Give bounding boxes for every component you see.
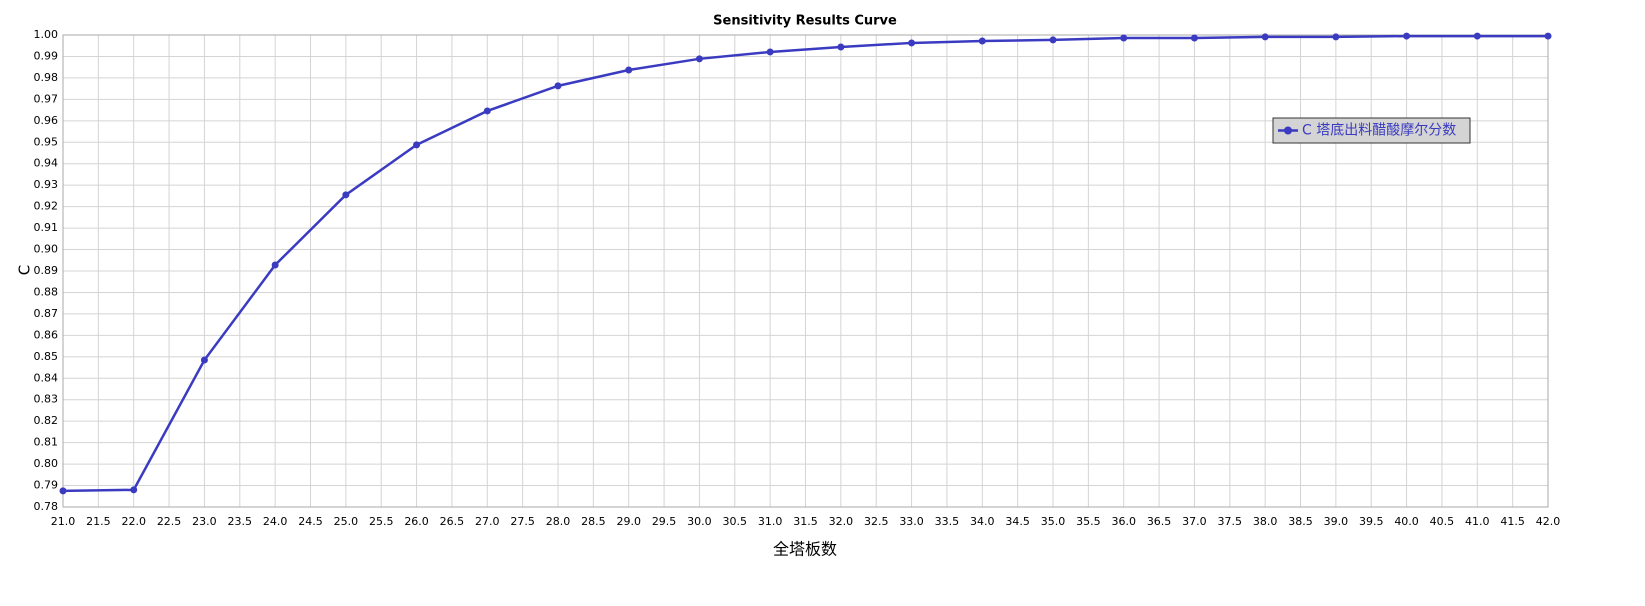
x-tick-label: 35.0 <box>1041 515 1066 528</box>
point <box>1403 32 1411 40</box>
y-tick-label: 0.89 <box>34 264 59 277</box>
x-tick-label: 29.5 <box>652 515 677 528</box>
x-tick-label: 33.0 <box>899 515 924 528</box>
x-tick-label: 38.5 <box>1288 515 1313 528</box>
x-tick-label: 24.5 <box>298 515 323 528</box>
y-tick-label: 0.85 <box>34 350 59 363</box>
y-tick-label: 0.88 <box>34 285 59 298</box>
x-tick-label: 27.0 <box>475 515 500 528</box>
x-tick-label: 27.5 <box>510 515 535 528</box>
legend: C 塔底出料醋酸摩尔分数 <box>1272 117 1471 144</box>
y-tick-label: 0.90 <box>34 243 59 256</box>
x-tick-label: 37.5 <box>1218 515 1243 528</box>
y-tick-label: 0.81 <box>34 436 59 449</box>
y-tick-label: 0.78 <box>34 500 59 513</box>
x-tick-label: 39.0 <box>1324 515 1349 528</box>
x-tick-label: 42.0 <box>1536 515 1561 528</box>
y-tick-label: 0.97 <box>34 92 59 105</box>
point <box>1473 32 1481 40</box>
x-axis-label: 全塔板数 <box>773 540 837 559</box>
y-tick-label: 0.93 <box>34 178 59 191</box>
point <box>837 43 845 51</box>
point <box>1190 34 1198 42</box>
x-tick-label: 21.0 <box>51 515 76 528</box>
point <box>978 37 986 45</box>
y-tick-label: 0.79 <box>34 479 59 492</box>
x-tick-label: 22.5 <box>157 515 182 528</box>
point <box>342 191 350 199</box>
y-tick-label: 0.96 <box>34 114 59 127</box>
point <box>200 356 208 364</box>
point <box>1261 33 1269 41</box>
x-tick-label: 25.5 <box>369 515 394 528</box>
x-tick-label: 36.0 <box>1111 515 1136 528</box>
x-tick-label: 25.0 <box>334 515 359 528</box>
point <box>483 107 491 115</box>
y-axis-label: C <box>16 265 34 275</box>
x-tick-label: 24.0 <box>263 515 288 528</box>
x-tick-label: 26.5 <box>440 515 465 528</box>
point <box>1332 33 1340 41</box>
x-tick-label: 31.0 <box>758 515 783 528</box>
chart-title: Sensitivity Results Curve <box>713 14 897 29</box>
y-tick-label: 0.82 <box>34 414 59 427</box>
y-tick-label: 0.86 <box>34 328 59 341</box>
x-tick-label: 32.5 <box>864 515 889 528</box>
x-tick-label: 39.5 <box>1359 515 1384 528</box>
y-tick-label: 0.99 <box>34 49 59 62</box>
point <box>271 261 279 269</box>
x-tick-label: 30.5 <box>723 515 748 528</box>
x-tick-label: 41.5 <box>1500 515 1525 528</box>
point <box>59 487 67 495</box>
x-tick-label: 30.0 <box>687 515 712 528</box>
y-tick-label: 0.83 <box>34 393 59 406</box>
x-tick-label: 31.5 <box>793 515 818 528</box>
y-tick-label: 1.00 <box>34 28 59 41</box>
x-tick-label: 21.5 <box>86 515 111 528</box>
x-tick-label: 23.5 <box>228 515 253 528</box>
y-tick-label: 0.80 <box>34 457 59 470</box>
x-tick-label: 23.0 <box>192 515 217 528</box>
x-tick-label: 28.0 <box>546 515 571 528</box>
x-tick-label: 22.0 <box>121 515 146 528</box>
x-tick-label: 26.0 <box>404 515 429 528</box>
point <box>413 141 421 149</box>
y-tick-label: 0.98 <box>34 71 59 84</box>
y-tick-label: 0.91 <box>34 221 59 234</box>
x-tick-label: 37.0 <box>1182 515 1207 528</box>
x-tick-label: 36.5 <box>1147 515 1172 528</box>
y-tick-label: 0.92 <box>34 200 59 213</box>
point <box>695 55 703 63</box>
series-line <box>62 34 1548 493</box>
y-tick-label: 0.94 <box>34 157 59 170</box>
x-tick-label: 35.5 <box>1076 515 1101 528</box>
x-tick-label: 33.5 <box>935 515 960 528</box>
point <box>766 48 774 56</box>
x-tick-label: 41.0 <box>1465 515 1490 528</box>
x-tick-label: 29.0 <box>616 515 641 528</box>
y-tick-label: 0.87 <box>34 307 59 320</box>
point <box>554 82 562 90</box>
x-tick-label: 40.0 <box>1394 515 1419 528</box>
point <box>625 66 633 74</box>
point <box>1544 32 1552 40</box>
point <box>1049 36 1057 44</box>
x-tick-label: 28.5 <box>581 515 606 528</box>
point <box>908 39 916 47</box>
legend-marker <box>1284 126 1292 135</box>
x-tick-label: 40.5 <box>1430 515 1455 528</box>
plot-border <box>62 34 1549 508</box>
legend-box <box>1272 117 1471 144</box>
y-tick-label: 0.84 <box>34 371 59 384</box>
point <box>1120 34 1128 42</box>
y-tick-label: 0.95 <box>34 135 59 148</box>
legend-label: C 塔底出料醋酸摩尔分数 <box>1302 122 1456 139</box>
x-tick-label: 32.0 <box>829 515 854 528</box>
x-tick-label: 38.0 <box>1253 515 1278 528</box>
x-tick-label: 34.0 <box>970 515 995 528</box>
point <box>130 486 138 494</box>
x-tick-label: 34.5 <box>1005 515 1030 528</box>
